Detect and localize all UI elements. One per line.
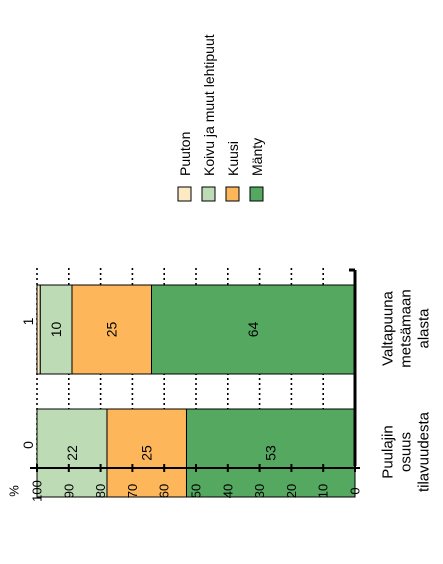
data-label: 64 [245, 322, 261, 338]
category-label-0-line2: tilavuudesta [416, 411, 433, 492]
category-label-1-line1: metsämaan [398, 289, 415, 367]
bar-segment-kuusi-cat0 [106, 408, 187, 498]
tick-label-90: 90 [61, 484, 76, 498]
legend-swatch-1 [201, 186, 216, 202]
category-index-1: 1 [20, 317, 36, 325]
bar-segment-mänty-cat1 [150, 284, 356, 375]
data-label: 25 [104, 322, 120, 338]
category-label-1-line0: Valtapuuna [380, 290, 397, 365]
category-index-0: 0 [20, 441, 36, 449]
tick-label-60: 60 [157, 484, 172, 498]
legend-label-1: Koivu ja muut lehtipuut [201, 34, 217, 176]
bar-segment-koivu-ja-muut-lehtipuut-cat1 [39, 284, 73, 375]
bar-segment-koivu-ja-muut-lehtipuut-cat0 [36, 408, 108, 498]
bar-segment-mänty-cat0 [185, 408, 356, 498]
axis-unit-label: % [7, 485, 22, 497]
value-axis: 100 90 80 70 60 50 40 30 20 10 0% [7, 268, 363, 502]
data-label: 53 [263, 445, 279, 461]
legend-swatch-0 [177, 186, 192, 202]
data-label: 22 [64, 445, 80, 461]
legend-label-3: Mänty [249, 138, 265, 176]
tick-label-10: 10 [316, 484, 331, 498]
data-label: 25 [139, 445, 155, 461]
tick-label-50: 50 [189, 484, 204, 498]
tick-label-80: 80 [93, 484, 108, 498]
tick-label-100: 100 [30, 480, 45, 502]
data-label: 10 [48, 322, 64, 338]
tick-label-70: 70 [125, 484, 140, 498]
legend-label-2: Kuusi [225, 141, 241, 176]
tick-label-0: 0 [348, 487, 363, 494]
category-label-0-line0: Puulajin [380, 425, 397, 478]
tick-label-20: 20 [284, 484, 299, 498]
legend-swatch-3 [249, 186, 264, 202]
category-label-1-line2: alasta [416, 308, 433, 349]
category-axis: 1 Valtapuuna metsämaan alasta 0 Puulajin osuus… [20, 289, 433, 492]
category-label-0-line1: osuus [398, 432, 415, 472]
tick-label-30: 30 [252, 484, 267, 498]
legend: Puuton Koivu ja muut lehtipuut Kuusi Mänty [177, 34, 265, 202]
bars-group: 64 25 10 53 25 22 [36, 284, 356, 498]
legend-swatch-2 [225, 186, 240, 202]
legend-label-0: Puuton [177, 132, 193, 176]
tick-label-40: 40 [220, 484, 235, 498]
bar-segment-puuton-cat1 [36, 284, 41, 375]
